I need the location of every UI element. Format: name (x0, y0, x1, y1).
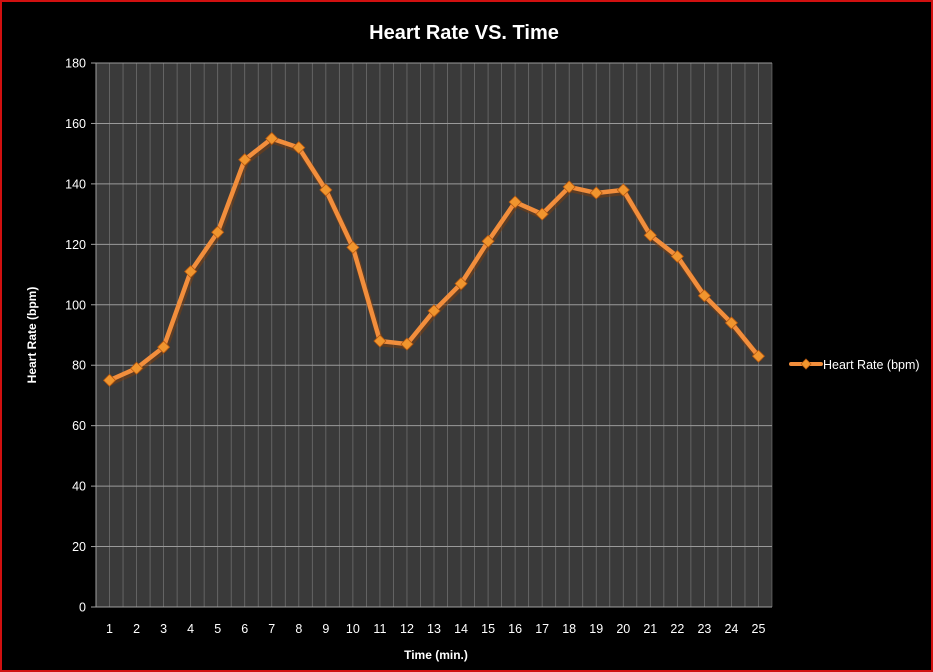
x-tick-label: 17 (535, 622, 549, 636)
x-axis-label: Time (min.) (404, 648, 468, 662)
y-tick-label: 160 (65, 117, 86, 131)
data-point-marker (697, 289, 711, 303)
x-tick-label: 15 (481, 622, 495, 636)
data-point-marker (751, 349, 766, 363)
chart-area: Heart Rate VS. Time 0 20 40 60 80 100 120 140 16… (6, 6, 929, 670)
y-tick-label: 100 (65, 298, 86, 312)
x-tick-label: 2 (133, 622, 140, 636)
y-tick-label: 60 (72, 419, 86, 433)
x-tick-label: 10 (346, 622, 360, 636)
y-axis-label: Heart Rate (bpm) (25, 287, 39, 384)
data-point-marker (292, 141, 306, 155)
x-tick-label: 24 (724, 622, 738, 636)
x-tick-label: 8 (295, 622, 302, 636)
legend: Heart Rate (bpm) (789, 358, 920, 372)
x-tick-label: 11 (373, 622, 386, 636)
chart-title: Heart Rate VS. Time (369, 22, 559, 44)
data-point-marker (265, 131, 279, 146)
x-tick-label: 25 (752, 622, 766, 636)
x-tick-label: 14 (454, 622, 468, 636)
data-point-marker (724, 316, 739, 330)
data-point-marker (319, 183, 333, 197)
chart-svg: Heart Rate VS. Time 02040608010012014016… (25, 22, 920, 662)
x-tick-label: 20 (616, 622, 630, 636)
series-layer (102, 131, 766, 387)
data-point-marker (589, 186, 603, 200)
y-tick-label: 20 (72, 540, 86, 554)
data-point-marker (454, 277, 468, 291)
x-tick-label: 9 (322, 622, 329, 636)
x-tick-label: 21 (643, 622, 657, 636)
data-point-marker (427, 304, 441, 318)
x-tick-label: 3 (160, 622, 167, 636)
data-point-marker (238, 153, 252, 167)
x-tick-label: 7 (268, 622, 275, 636)
x-tick-label: 13 (427, 622, 441, 636)
y-tick-label: 120 (65, 238, 86, 252)
x-tick-label: 12 (400, 622, 414, 636)
data-point-marker (346, 240, 360, 254)
x-tick-label: 23 (697, 622, 711, 636)
axis-layer (91, 62, 772, 608)
y-tick-label: 80 (72, 359, 86, 373)
data-point-marker (508, 195, 522, 209)
x-tick-labels: 1 2 3 4 5 6 7 8 9 10 11 12 13 14 15 16 17 18 19 20 21 22 23 24 2… (106, 622, 765, 636)
legend-label: Heart Rate (bpm) (823, 358, 920, 372)
x-tick-label: 22 (670, 622, 684, 636)
data-point-marker (184, 264, 198, 279)
x-tick-label: 4 (187, 622, 194, 636)
data-point-marker (562, 180, 576, 194)
y-tick-label: 180 (65, 57, 86, 71)
data-point-marker (373, 334, 387, 348)
x-tick-label: 1 (106, 622, 113, 636)
x-tick-label: 16 (508, 622, 522, 636)
data-point-marker (157, 340, 171, 354)
y-tick-labels: 0 20 40 60 80 100 120 140 160 180 (65, 57, 86, 615)
data-point-marker (616, 183, 630, 197)
x-tick-label: 19 (589, 622, 603, 636)
x-tick-label: 5 (214, 622, 221, 636)
y-tick-label: 0 (79, 601, 86, 615)
data-point-marker (211, 225, 225, 239)
data-point-marker (481, 234, 495, 248)
data-point-marker (102, 373, 117, 387)
data-point-marker (643, 228, 657, 242)
x-tick-label: 18 (562, 622, 576, 636)
data-point-marker (129, 361, 144, 375)
legend-marker-icon (800, 358, 812, 370)
data-point-marker (670, 249, 684, 263)
x-tick-label: 6 (241, 622, 248, 636)
data-point-marker (535, 207, 549, 221)
y-tick-label: 40 (72, 480, 86, 494)
y-tick-label: 140 (65, 177, 86, 191)
data-point-marker (400, 337, 414, 351)
